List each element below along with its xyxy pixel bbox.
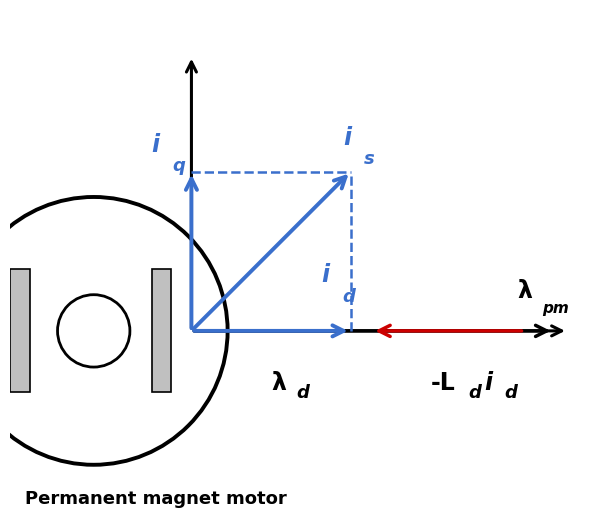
Text: d: d [296,384,309,402]
Text: d: d [504,384,517,402]
Text: λ: λ [517,279,532,303]
Text: i: i [485,371,493,394]
Text: d: d [342,287,355,306]
Text: λ: λ [271,371,286,394]
Text: d: d [468,384,481,402]
Text: Permanent magnet motor: Permanent magnet motor [25,490,287,508]
Text: q: q [172,157,185,175]
Text: i: i [343,126,352,150]
FancyBboxPatch shape [152,269,171,392]
Text: i: i [322,264,330,287]
FancyBboxPatch shape [10,269,30,392]
Text: -L: -L [430,371,455,394]
Text: s: s [364,150,374,168]
Text: i: i [152,133,160,157]
Text: pm: pm [542,301,569,316]
